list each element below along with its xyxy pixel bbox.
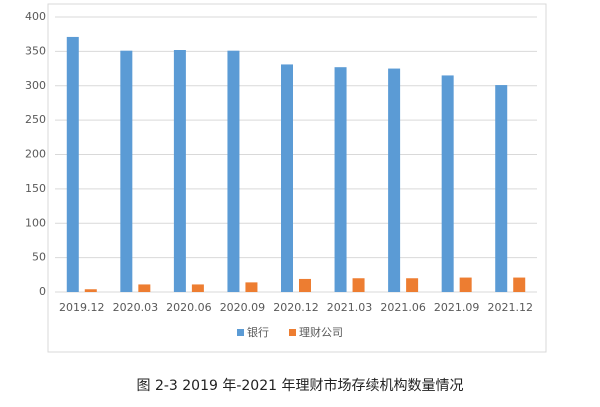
legend-label: 银行 [247, 325, 269, 339]
bar [441, 75, 454, 292]
bar [281, 64, 293, 292]
y-tick-label: 250 [25, 113, 46, 126]
bar [120, 50, 133, 292]
x-tick-label: 2021.09 [434, 301, 480, 314]
bar [138, 284, 151, 292]
x-tick-label: 2020.09 [220, 301, 266, 314]
bar [173, 50, 186, 292]
y-tick-label: 350 [25, 44, 46, 57]
x-tick-label: 2020.06 [166, 301, 212, 314]
y-tick-label: 400 [25, 10, 46, 23]
bar [191, 284, 204, 292]
y-tick-label: 150 [25, 182, 46, 195]
chart-title: 图 2-3 2019 年-2021 年理财市场存续机构数量情况 [137, 377, 464, 394]
bar [334, 67, 347, 292]
legend-label: 理财公司 [299, 325, 343, 339]
bar [84, 289, 97, 292]
bar [495, 85, 508, 292]
y-tick-label: 0 [39, 285, 46, 298]
y-tick-label: 100 [25, 216, 46, 229]
bar [299, 278, 311, 292]
y-tick-label: 50 [32, 251, 46, 264]
bar [388, 68, 401, 292]
x-tick-label: 2019.12 [59, 301, 105, 314]
bar [66, 36, 79, 292]
bar [245, 282, 258, 292]
x-tick-label: 2021.12 [487, 301, 533, 314]
y-tick-label: 200 [25, 148, 46, 161]
x-tick-label: 2021.03 [327, 301, 373, 314]
bar [513, 277, 526, 292]
legend-swatch [237, 329, 244, 336]
x-tick-label: 2020.03 [113, 301, 159, 314]
legend-swatch [289, 329, 296, 336]
bar [459, 277, 472, 292]
x-tick-label: 2021.06 [380, 301, 426, 314]
bar [352, 278, 365, 292]
bar [227, 50, 240, 292]
bar [406, 278, 419, 292]
x-tick-label: 2020.12 [273, 301, 319, 314]
y-tick-label: 300 [25, 79, 46, 92]
